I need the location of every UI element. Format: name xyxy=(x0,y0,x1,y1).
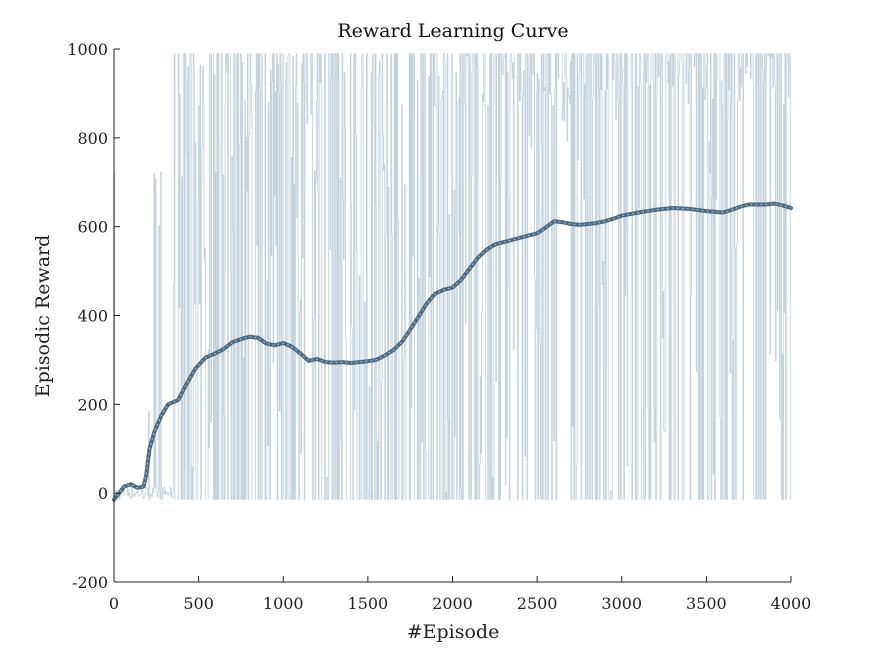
y-axis-label: Episodic Reward xyxy=(32,235,54,398)
x-tick-label: 2500 xyxy=(517,594,558,613)
y-tick-label: 0 xyxy=(98,484,108,503)
x-tick-label: 2000 xyxy=(432,594,473,613)
axes: 0 500 1000 1500 2000 2500 3000 3500 4000-2000200… xyxy=(67,40,811,613)
x-tick-label: 4000 xyxy=(771,594,812,613)
x-tick-label: 3500 xyxy=(686,594,727,613)
y-tick-label: -200 xyxy=(72,573,108,592)
smoothed-reward-marker-line xyxy=(113,202,792,501)
y-tick-label: 400 xyxy=(77,307,108,326)
y-tick-label: 200 xyxy=(77,395,108,414)
y-tick-label: 800 xyxy=(77,129,108,148)
x-tick-label: 1000 xyxy=(263,594,304,613)
x-tick-label: 1500 xyxy=(348,594,389,613)
raw-reward-series xyxy=(113,53,791,500)
y-tick-label: 1000 xyxy=(67,40,108,59)
x-axis-label: #Episode xyxy=(407,621,500,643)
x-tick-label: 3000 xyxy=(601,594,642,613)
x-tick-label: 500 xyxy=(183,594,214,613)
x-tick-label: 0 xyxy=(109,594,119,613)
y-tick-label: 600 xyxy=(77,218,108,237)
raw-reward-line xyxy=(113,53,791,500)
chart-title: Reward Learning Curve xyxy=(337,20,568,42)
smoothed-reward-series xyxy=(112,201,793,502)
